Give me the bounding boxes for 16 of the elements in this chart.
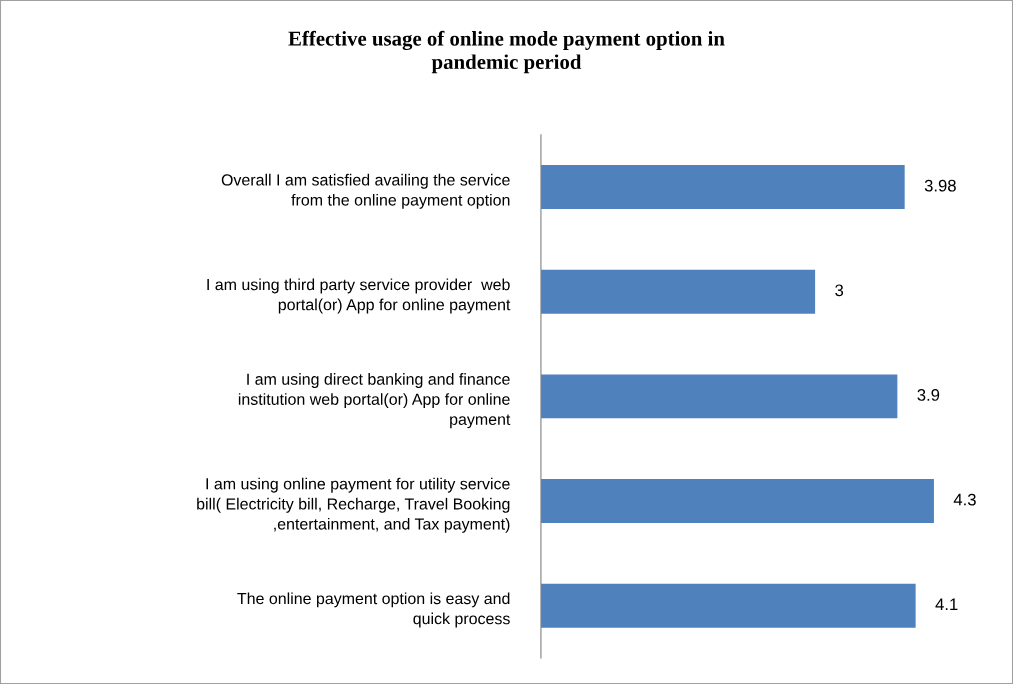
data-label: 3 — [835, 284, 844, 297]
bar — [540, 269, 816, 314]
y-tick-label: I am using online payment for utility service bill( Electricity bill, Recharge, Travel Booking ,entertainment, and Tax payment) — [197, 477, 510, 533]
bar — [540, 479, 934, 524]
bar — [540, 165, 905, 210]
data-label: 4.3 — [953, 493, 976, 506]
bar — [540, 374, 898, 419]
chart-title: Effective usage of online mode payment option in pandemic period — [288, 30, 725, 74]
data-label: 4.1 — [935, 598, 958, 610]
data-label: 3.9 — [917, 389, 940, 401]
bar — [540, 583, 916, 628]
y-tick-label: I am using third party service provider web portal(or) App for online payment — [207, 278, 511, 314]
data-label: 3.98 — [924, 179, 956, 192]
y-tick-label: Overall I am satisfied availing the service from the online payment option — [221, 173, 510, 209]
y-tick-label: I am using direct banking and finance institution web portal(or) App for online payment — [238, 373, 511, 429]
y-tick-label: The online payment option is easy and quick process — [237, 592, 510, 628]
